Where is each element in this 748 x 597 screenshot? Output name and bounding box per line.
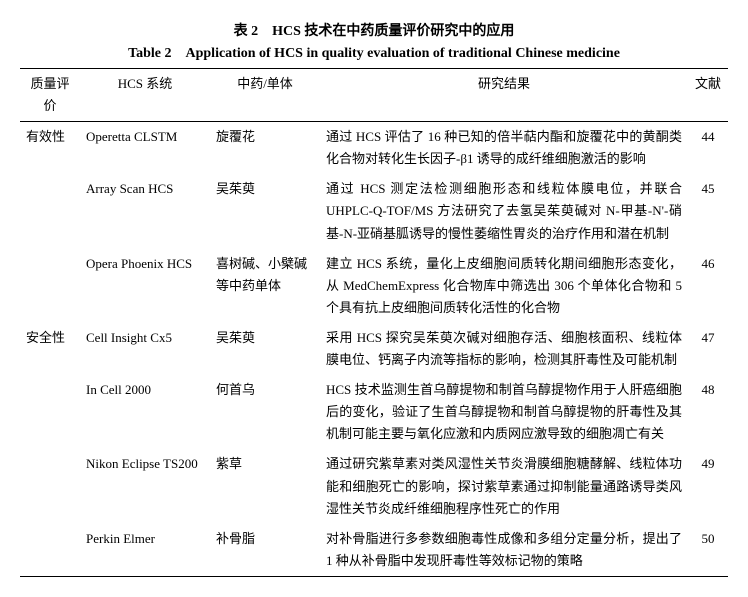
cell-res: 建立 HCS 系统，量化上皮细胞间质转化期间细胞形态变化，从 MedChemEx…	[320, 249, 688, 323]
cell-ref: 47	[688, 323, 728, 375]
table-row: Perkin Elmer 补骨脂 对补骨脂进行多参数细胞毒性成像和多组分定量分析…	[20, 524, 728, 577]
cell-med: 何首乌	[210, 375, 320, 449]
table-row: 有效性 Operetta CLSTM 旋覆花 通过 HCS 评估了 16 种已知…	[20, 122, 728, 175]
table-title-zh: 表 2 HCS 技术在中药质量评价研究中的应用	[20, 20, 728, 40]
cell-res: HCS 技术监测生首乌醇提物和制首乌醇提物作用于人肝癌细胞后的变化，验证了生首乌…	[320, 375, 688, 449]
header-med: 中药/单体	[210, 69, 320, 122]
hcs-table: 质量评价 HCS 系统 中药/单体 研究结果 文献 有效性 Operetta C…	[20, 68, 728, 577]
header-eval: 质量评价	[20, 69, 80, 122]
cell-eval: 安全性	[20, 323, 80, 375]
cell-ref: 46	[688, 249, 728, 323]
cell-ref: 48	[688, 375, 728, 449]
cell-eval	[20, 174, 80, 248]
table-row: Opera Phoenix HCS 喜树碱、小檗碱等中药单体 建立 HCS 系统…	[20, 249, 728, 323]
cell-sys: Cell Insight Cx5	[80, 323, 210, 375]
cell-med: 吴茱萸	[210, 323, 320, 375]
cell-eval	[20, 375, 80, 449]
cell-med: 补骨脂	[210, 524, 320, 577]
cell-ref: 44	[688, 122, 728, 175]
cell-res: 对补骨脂进行多参数细胞毒性成像和多组分定量分析，提出了 1 种从补骨脂中发现肝毒…	[320, 524, 688, 577]
cell-eval: 有效性	[20, 122, 80, 175]
cell-eval	[20, 524, 80, 577]
cell-sys: Opera Phoenix HCS	[80, 249, 210, 323]
table-header-row: 质量评价 HCS 系统 中药/单体 研究结果 文献	[20, 69, 728, 122]
cell-ref: 45	[688, 174, 728, 248]
header-res: 研究结果	[320, 69, 688, 122]
cell-sys: Operetta CLSTM	[80, 122, 210, 175]
cell-res: 通过 HCS 测定法检测细胞形态和线粒体膜电位，并联合 UHPLC-Q-TOF/…	[320, 174, 688, 248]
table-row: 安全性 Cell Insight Cx5 吴茱萸 采用 HCS 探究吴茱萸次碱对…	[20, 323, 728, 375]
cell-eval	[20, 249, 80, 323]
header-ref: 文献	[688, 69, 728, 122]
cell-ref: 50	[688, 524, 728, 577]
cell-sys: In Cell 2000	[80, 375, 210, 449]
cell-sys: Array Scan HCS	[80, 174, 210, 248]
header-sys: HCS 系统	[80, 69, 210, 122]
cell-med: 吴茱萸	[210, 174, 320, 248]
table-title-en: Table 2 Application of HCS in quality ev…	[20, 42, 728, 62]
cell-res: 通过 HCS 评估了 16 种已知的倍半萜内酯和旋覆花中的黄酮类化合物对转化生长…	[320, 122, 688, 175]
cell-res: 采用 HCS 探究吴茱萸次碱对细胞存活、细胞核面积、线粒体膜电位、钙离子内流等指…	[320, 323, 688, 375]
cell-sys: Perkin Elmer	[80, 524, 210, 577]
table-row: In Cell 2000 何首乌 HCS 技术监测生首乌醇提物和制首乌醇提物作用…	[20, 375, 728, 449]
cell-med: 喜树碱、小檗碱等中药单体	[210, 249, 320, 323]
cell-med: 旋覆花	[210, 122, 320, 175]
table-row: Array Scan HCS 吴茱萸 通过 HCS 测定法检测细胞形态和线粒体膜…	[20, 174, 728, 248]
